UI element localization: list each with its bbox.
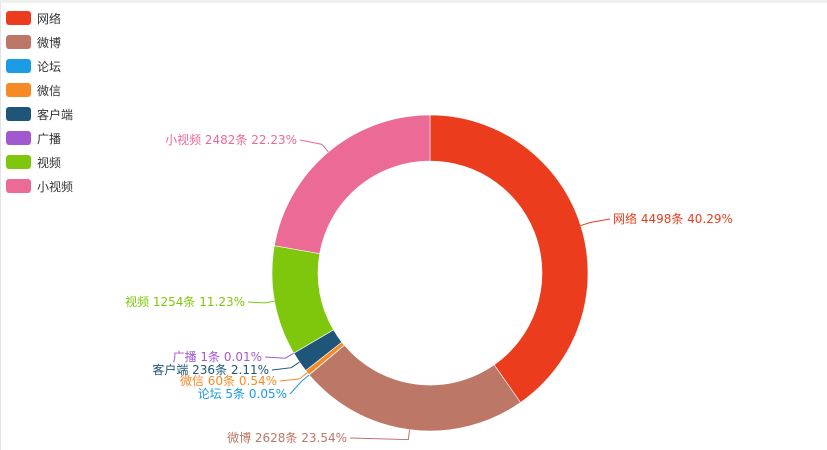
legend-label: 广播 (37, 131, 62, 146)
legend-item-short-video[interactable]: 小视频 (6, 174, 73, 198)
leader-line-broadcast (264, 352, 295, 359)
legend-swatch (6, 11, 31, 25)
legend-item-forum[interactable]: 论坛 (6, 54, 73, 78)
legend-swatch (6, 83, 31, 97)
legend: 网络 微博 论坛 微信 客户端 广播 视频 小视频 (6, 6, 73, 198)
legend-label: 论坛 (37, 59, 62, 74)
data-label-video: 视频 1254条 11.23% (125, 294, 245, 309)
data-label-client: 客户端 236条 2.11% (152, 362, 269, 377)
legend-label: 客户端 (37, 107, 74, 122)
leader-line-video (247, 300, 275, 304)
legend-item-weibo[interactable]: 微博 (6, 30, 73, 54)
legend-swatch (6, 179, 31, 193)
legend-item-network[interactable]: 网络 (6, 6, 73, 30)
slice-short-video[interactable] (274, 114, 431, 254)
legend-item-video[interactable]: 视频 (6, 150, 73, 174)
legend-swatch (6, 155, 31, 169)
data-label-weibo: 微博 2628条 23.54% (227, 430, 347, 445)
legend-label: 微信 (37, 83, 62, 98)
legend-label: 微博 (37, 35, 62, 50)
slice-weibo[interactable] (308, 344, 521, 432)
leader-line-short-video (299, 139, 329, 153)
leader-line-wechat (279, 372, 308, 382)
leader-line-forum (289, 374, 310, 395)
legend-swatch (6, 35, 31, 49)
data-label-broadcast: 广播 1条 0.01% (173, 350, 262, 364)
legend-label: 视频 (37, 155, 62, 170)
legend-swatch (6, 59, 31, 73)
leader-line-client (271, 361, 300, 371)
slice-network[interactable] (429, 114, 589, 403)
legend-item-wechat[interactable]: 微信 (6, 78, 73, 102)
data-label-wechat: 微信 60条 0.54% (180, 374, 277, 388)
legend-swatch (6, 107, 31, 121)
legend-item-broadcast[interactable]: 广播 (6, 126, 73, 150)
legend-swatch (6, 131, 31, 145)
legend-label: 小视频 (37, 179, 74, 194)
data-label-forum: 论坛 5条 0.05% (198, 387, 287, 401)
legend-label: 网络 (37, 11, 62, 26)
leader-line-weibo (349, 429, 411, 441)
leader-line-network (580, 218, 611, 227)
data-label-short-video: 小视频 2482条 22.23% (165, 132, 297, 147)
legend-item-client[interactable]: 客户端 (6, 102, 73, 126)
data-label-network: 网络 4498条 40.29% (613, 211, 733, 226)
